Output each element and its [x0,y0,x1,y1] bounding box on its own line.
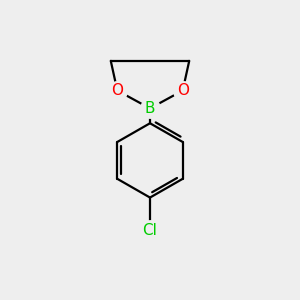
Text: O: O [177,83,189,98]
Text: O: O [111,83,123,98]
Text: B: B [145,101,155,116]
Text: Cl: Cl [142,223,158,238]
